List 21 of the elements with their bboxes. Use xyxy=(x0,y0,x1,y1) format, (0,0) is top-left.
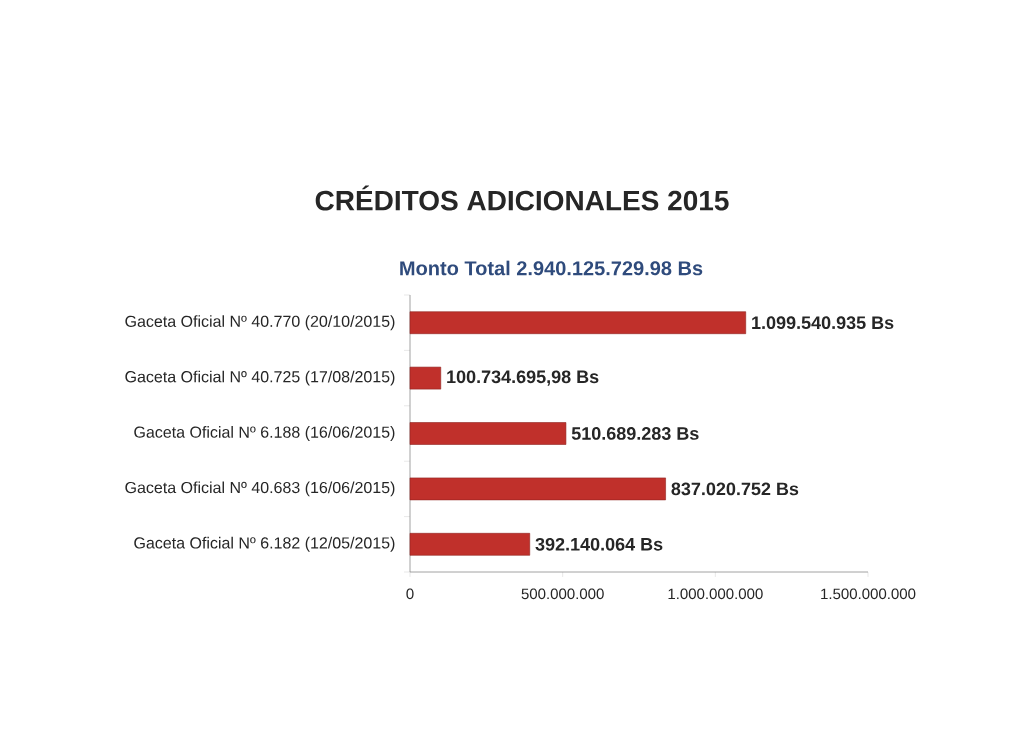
bar xyxy=(409,533,531,556)
y-tick-label: Gaceta Oficial Nº 6.188 (16/06/2015) xyxy=(134,426,395,441)
x-tick-label: 1.000.000.000 xyxy=(668,588,763,600)
bar xyxy=(409,366,442,390)
y-tick-label: Gaceta Oficial Nº 40.725 (17/08/2015) xyxy=(125,370,395,386)
y-tick-label: Gaceta Oficial Nº 6.182 (12/05/2015) xyxy=(134,536,395,552)
y-tick-label: Gaceta Oficial Nº 40.770 (20/10/2015) xyxy=(125,315,395,331)
data-label: 392.140.064 Bs xyxy=(535,537,663,551)
y-tick-label: Gaceta Oficial Nº 40.683 (16/06/2015) xyxy=(125,481,395,497)
bar xyxy=(409,311,747,334)
x-tick-label: 500.000.000 xyxy=(521,588,604,600)
bar xyxy=(409,477,666,501)
chart-title: CRÉDITOS ADICIONALES 2015 xyxy=(315,185,729,211)
bar xyxy=(409,422,567,445)
data-label: 100.734.695,98 Bs xyxy=(447,370,599,386)
data-label: 510.689.283 Bs xyxy=(571,427,699,440)
chart-subtitle: Monto Total 2.940.125.729.98 Bs xyxy=(400,260,703,276)
data-label: 1.099.540.935 Bs xyxy=(752,316,894,330)
data-label: 837.020.752 Bs xyxy=(671,482,799,496)
x-tick-label: 0 xyxy=(406,588,414,600)
x-tick-label: 1.500.000.000 xyxy=(821,588,916,600)
